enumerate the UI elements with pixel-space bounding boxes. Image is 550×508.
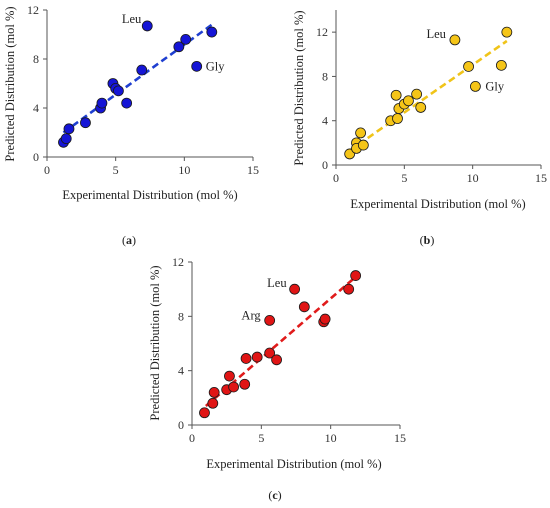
data-point — [199, 407, 210, 419]
data-point — [228, 381, 240, 393]
data-point — [80, 117, 91, 129]
data-point — [191, 60, 203, 72]
x-axis-label: Experimental Distribution (mol %) — [206, 457, 381, 471]
chart-panel-c: 0 5 10 15 0 4 8 12 Experimental Distribution (mo… — [148, 255, 406, 502]
y-tick-label: 12 — [27, 3, 39, 17]
trendline — [62, 23, 213, 134]
y-axis-label: Predicted Distribution (mol %) — [148, 265, 162, 420]
annotation-label-leu: Leu — [426, 27, 446, 41]
y-tick-label: 4 — [178, 364, 184, 378]
chart-panel-a: 0 5 10 15 0 4 8 12 Experimental Distribution (mo… — [3, 3, 259, 247]
annotation-label-arg: Arg — [241, 308, 261, 322]
x-tick-label: 0 — [333, 171, 339, 185]
data-point — [141, 20, 153, 32]
data-point — [208, 386, 220, 398]
y-tick-label: 4 — [322, 114, 328, 128]
y-tick-label: 8 — [33, 52, 39, 66]
data-point — [240, 353, 252, 364]
data-point — [206, 26, 218, 38]
x-axis-label: Experimental Distribution (mol %) — [350, 197, 525, 211]
data-point — [264, 347, 276, 359]
y-tick-label: 0 — [33, 150, 39, 164]
y-axis-label: Predicted Distribution (mol %) — [292, 10, 306, 165]
data-point — [449, 34, 461, 46]
annotation-label-gly: Gly — [485, 79, 505, 93]
data-point — [319, 313, 331, 325]
panel-label: (b) — [420, 233, 435, 247]
data-point — [264, 315, 276, 326]
data-point — [63, 123, 75, 135]
x-tick-label: 15 — [394, 431, 406, 445]
data-point — [180, 34, 192, 45]
data-point — [96, 97, 108, 109]
y-tick-label: 0 — [322, 158, 328, 172]
data-point — [60, 133, 72, 145]
data-point — [207, 397, 219, 409]
data-point — [469, 80, 481, 92]
data-point — [501, 26, 513, 38]
x-tick-label: 0 — [189, 431, 195, 445]
annotation-label-leu: Leu — [267, 276, 287, 290]
y-tick-label: 8 — [178, 309, 184, 323]
data-point — [224, 370, 235, 382]
x-tick-label: 10 — [467, 171, 479, 185]
panel-label: (c) — [268, 488, 281, 502]
data-point — [350, 270, 362, 281]
data-point — [173, 41, 185, 53]
x-tick-label: 10 — [325, 431, 337, 445]
x-tick-label: 15 — [247, 163, 259, 177]
data-point — [411, 88, 423, 100]
data-point — [298, 301, 310, 313]
trendline — [348, 39, 508, 152]
data-point — [251, 351, 263, 363]
chart-panel-b: 0 5 10 15 0 4 8 12 Experimental Distribution (mo… — [292, 10, 547, 247]
data-point — [289, 283, 301, 295]
y-tick-label: 12 — [316, 25, 328, 39]
panel-label: (a) — [122, 233, 136, 247]
data-point — [463, 61, 474, 72]
x-axis-label: Experimental Distribution (mol %) — [62, 188, 237, 202]
annotation-label-gly: Gly — [206, 59, 226, 73]
data-point — [403, 95, 414, 107]
x-tick-label: 5 — [258, 431, 264, 445]
y-tick-label: 8 — [322, 69, 328, 83]
data-point — [357, 139, 369, 151]
data-point — [113, 85, 124, 97]
y-axis-label: Predicted Distribution (mol %) — [3, 6, 17, 161]
data-point — [495, 59, 507, 71]
data-point — [271, 354, 282, 366]
x-tick-label: 5 — [401, 171, 407, 185]
data-point — [239, 378, 251, 390]
data-point — [136, 64, 148, 76]
data-point — [390, 89, 402, 101]
x-tick-label: 0 — [44, 163, 50, 177]
x-tick-label: 5 — [113, 163, 119, 177]
x-tick-label: 10 — [178, 163, 190, 177]
x-tick-label: 15 — [535, 171, 547, 185]
data-point — [121, 97, 133, 109]
data-point — [415, 102, 427, 113]
y-tick-label: 0 — [178, 418, 184, 432]
y-tick-label: 4 — [33, 101, 39, 115]
annotation-label-leu: Leu — [122, 12, 142, 26]
data-point — [355, 127, 367, 139]
data-point — [392, 113, 403, 124]
data-point — [343, 283, 355, 295]
y-tick-label: 12 — [172, 255, 184, 269]
